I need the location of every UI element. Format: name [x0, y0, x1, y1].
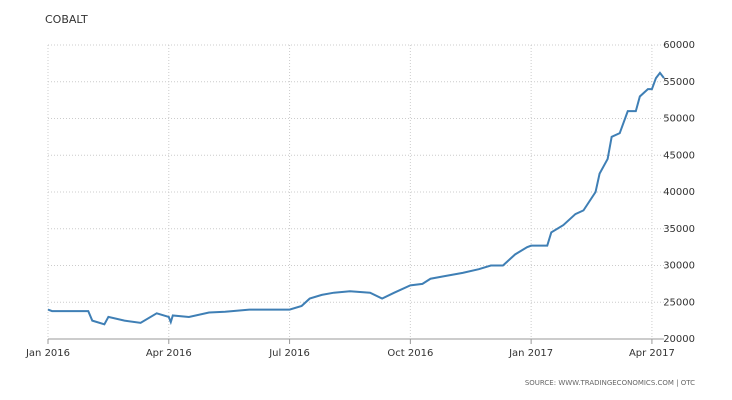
y-tick-label: 45000 [663, 150, 695, 161]
x-tick-label: Apr 2017 [629, 348, 675, 359]
y-tick-label: 25000 [663, 297, 695, 308]
line [47, 71, 665, 326]
y-tick-label: 40000 [663, 187, 695, 198]
y-tick-label: 50000 [663, 114, 695, 125]
y-tick-label: 35000 [663, 224, 695, 235]
y-tick-label: 60000 [663, 40, 695, 51]
y-tick-label: 20000 [663, 334, 695, 345]
chart-title: COBALT [45, 13, 88, 26]
source: SOURCE: WWW.TRADINGECONOMICS.COM | OTC [525, 379, 695, 387]
x-tick-label: Jan 2016 [25, 348, 70, 359]
y-tick-label: 55000 [663, 77, 695, 88]
x-tick-label: Jul 2016 [268, 348, 310, 359]
y-tick-label: 30000 [663, 261, 695, 272]
x-tick-label: Oct 2016 [387, 348, 433, 359]
x-tick-label: Jan 2017 [508, 348, 553, 359]
x-tick-label: Apr 2016 [146, 348, 192, 359]
